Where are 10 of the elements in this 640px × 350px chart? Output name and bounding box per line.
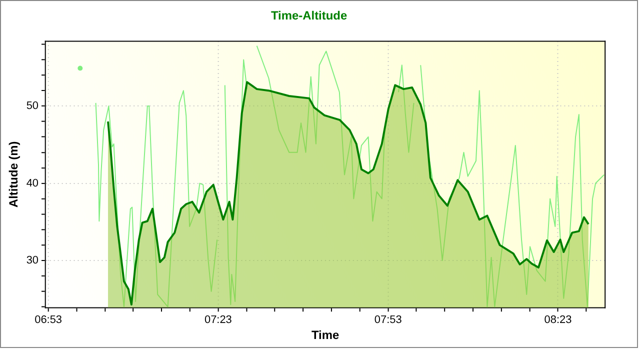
x-axis-title: Time	[311, 328, 340, 342]
x-tick-label: 08:23	[544, 314, 572, 326]
x-tick-label: 07:23	[204, 314, 232, 326]
y-tick-label: 40	[26, 177, 39, 190]
x-tick-label: 06:53	[34, 314, 62, 326]
chart-title: Time-Altitude	[270, 8, 348, 22]
y-tick-label: 30	[26, 254, 39, 267]
x-tick-label: 07:53	[374, 314, 402, 326]
y-axis-title: Altitude (m)	[6, 141, 20, 208]
y-tick-label: 50	[26, 100, 39, 112]
